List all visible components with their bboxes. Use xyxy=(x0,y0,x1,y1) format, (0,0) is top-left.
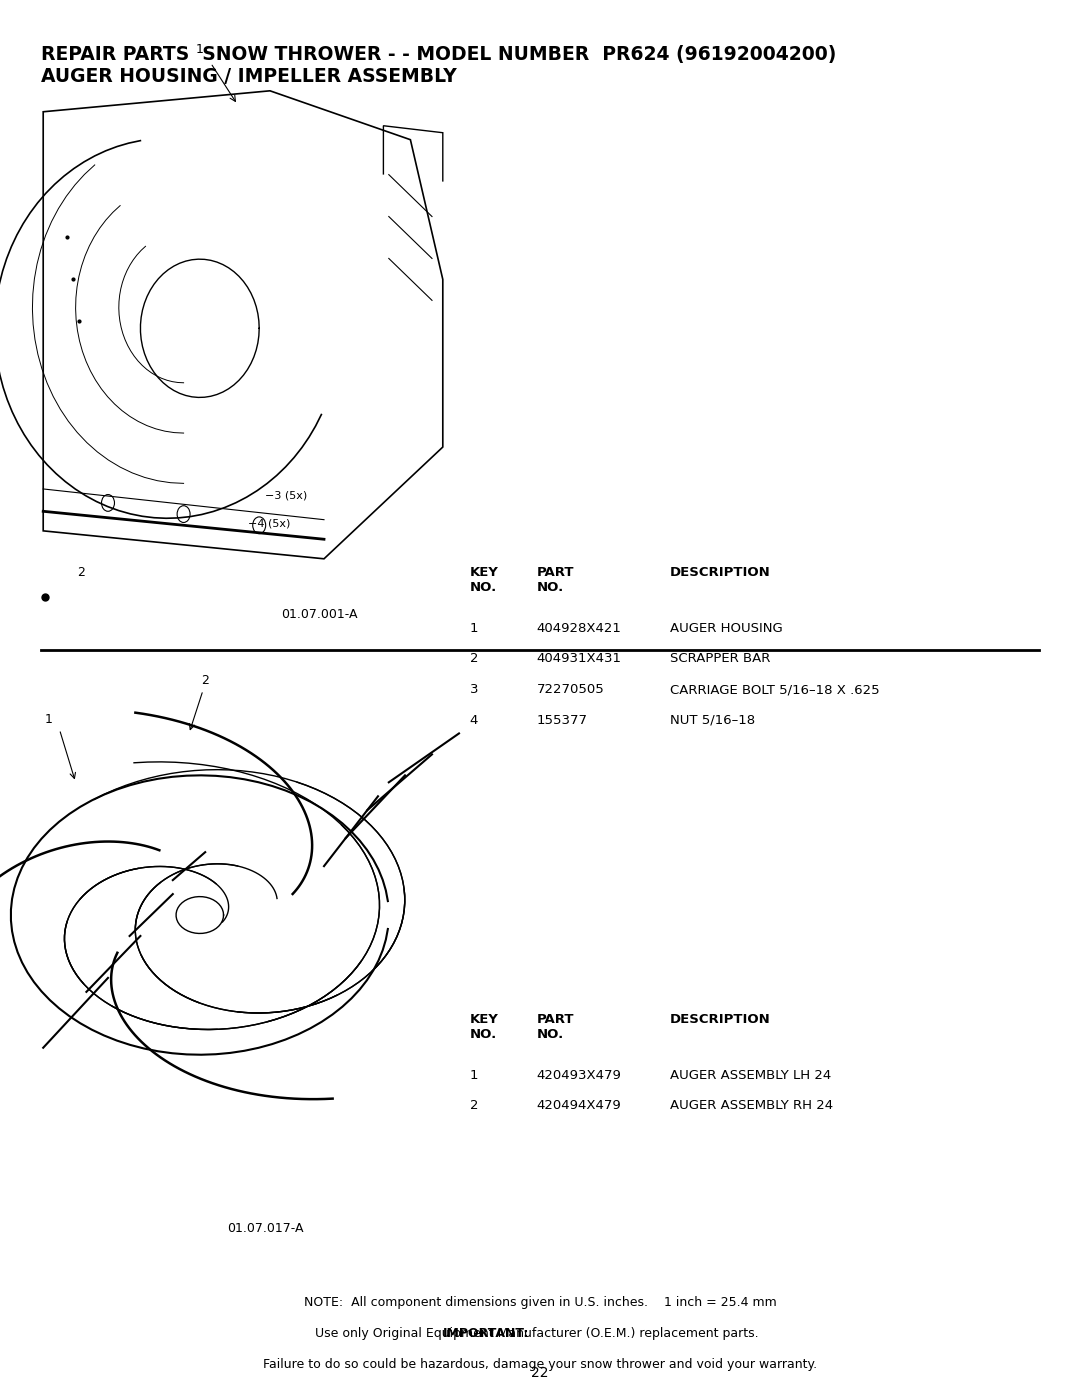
Text: DESCRIPTION: DESCRIPTION xyxy=(670,1013,770,1025)
Text: 420493X479: 420493X479 xyxy=(537,1069,622,1081)
Text: IMPORTANT:: IMPORTANT: xyxy=(443,1327,529,1340)
Text: 1: 1 xyxy=(470,1069,478,1081)
Text: REPAIR PARTS  SNOW THROWER - - MODEL NUMBER  PR624 (96192004200): REPAIR PARTS SNOW THROWER - - MODEL NUMB… xyxy=(41,45,836,64)
Text: 4: 4 xyxy=(470,714,478,726)
Text: 1: 1 xyxy=(470,622,478,634)
Text: PART
NO.: PART NO. xyxy=(537,1013,575,1041)
Text: 404928X421: 404928X421 xyxy=(537,622,622,634)
Text: 2: 2 xyxy=(77,566,85,578)
Text: Failure to do so could be hazardous, damage your snow thrower and void your warr: Failure to do so could be hazardous, dam… xyxy=(262,1358,818,1370)
Text: 3: 3 xyxy=(470,683,478,696)
Text: Use only Original Equipment Manufacturer (O.E.M.) replacement parts.: Use only Original Equipment Manufacturer… xyxy=(311,1327,758,1340)
Text: 1: 1 xyxy=(44,714,53,726)
Text: 2: 2 xyxy=(201,675,210,687)
Text: 22: 22 xyxy=(531,1366,549,1380)
Text: SCRAPPER BAR: SCRAPPER BAR xyxy=(670,652,770,665)
Text: 01.07.017-A: 01.07.017-A xyxy=(227,1222,303,1235)
Text: NOTE:  All component dimensions given in U.S. inches.    1 inch = 25.4 mm: NOTE: All component dimensions given in … xyxy=(303,1296,777,1309)
Text: 420494X479: 420494X479 xyxy=(537,1099,621,1112)
Text: CARRIAGE BOLT 5/16–18 X .625: CARRIAGE BOLT 5/16–18 X .625 xyxy=(670,683,879,696)
Text: AUGER HOUSING / IMPELLER ASSEMBLY: AUGER HOUSING / IMPELLER ASSEMBLY xyxy=(41,67,457,87)
Text: 1: 1 xyxy=(195,43,204,56)
Text: AUGER ASSEMBLY LH 24: AUGER ASSEMBLY LH 24 xyxy=(670,1069,831,1081)
Text: 01.07.001-A: 01.07.001-A xyxy=(281,608,357,620)
Text: DESCRIPTION: DESCRIPTION xyxy=(670,566,770,578)
Text: 155377: 155377 xyxy=(537,714,588,726)
Text: 2: 2 xyxy=(470,652,478,665)
Text: AUGER HOUSING: AUGER HOUSING xyxy=(670,622,782,634)
Text: 2: 2 xyxy=(470,1099,478,1112)
Text: PART
NO.: PART NO. xyxy=(537,566,575,594)
Text: AUGER ASSEMBLY RH 24: AUGER ASSEMBLY RH 24 xyxy=(670,1099,833,1112)
Text: 404931X431: 404931X431 xyxy=(537,652,622,665)
Text: 72270505: 72270505 xyxy=(537,683,605,696)
Text: −4 (5x): −4 (5x) xyxy=(248,518,291,529)
Text: NUT 5/16–18: NUT 5/16–18 xyxy=(670,714,755,726)
Text: −3 (5x): −3 (5x) xyxy=(265,490,307,502)
Text: KEY
NO.: KEY NO. xyxy=(470,566,499,594)
Text: KEY
NO.: KEY NO. xyxy=(470,1013,499,1041)
